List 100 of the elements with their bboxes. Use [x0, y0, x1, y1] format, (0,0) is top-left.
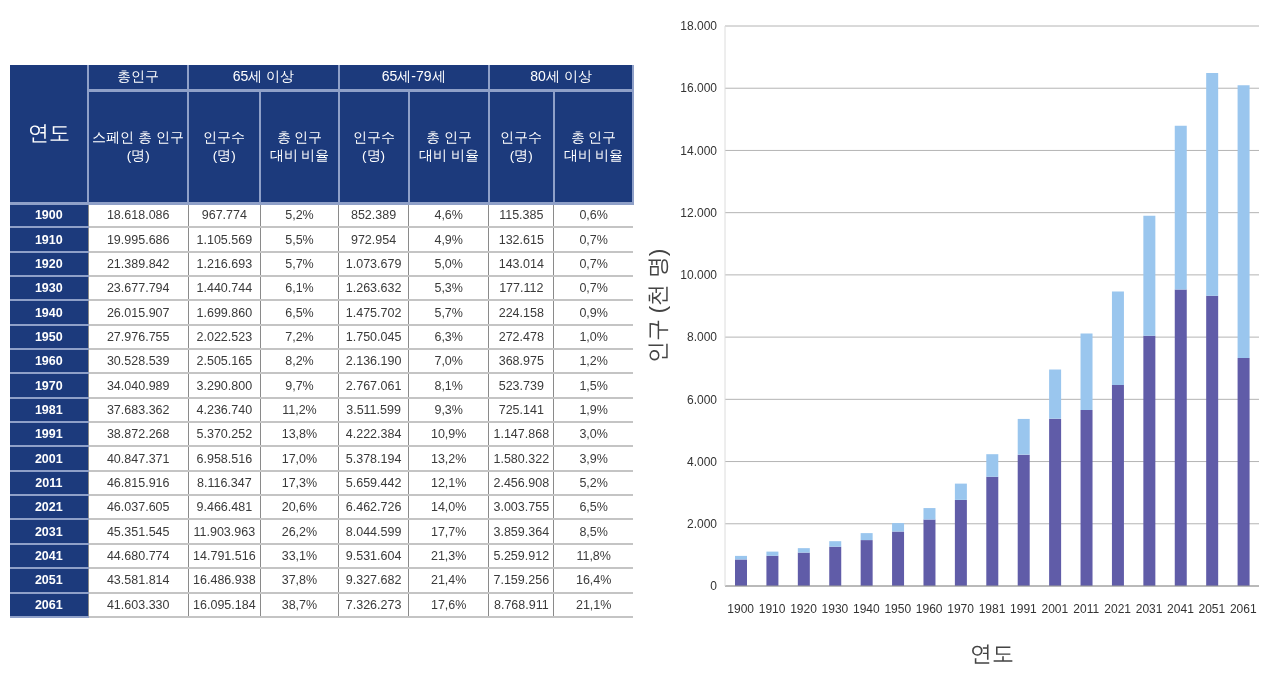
data-label: 2.505.165	[196, 354, 253, 369]
y-tick-label: 1991	[34, 427, 63, 442]
data-label: 23.677.794	[106, 281, 170, 296]
data-label: 41.603.330	[106, 597, 170, 612]
data-label: 143.014	[498, 256, 544, 271]
data-label: 2.767.061	[345, 378, 402, 393]
data-label: 1.475.702	[345, 305, 402, 320]
data-label: 972.954	[350, 232, 397, 247]
x-tick-label: 2011	[1073, 601, 1100, 616]
y-tick-label: 1910	[34, 232, 63, 247]
y-tick-label: 2041	[34, 548, 63, 563]
data-label: 14.791.516	[193, 548, 256, 563]
data-label: 33,1%	[281, 548, 318, 563]
data-label: 8,5%	[579, 524, 608, 539]
data-label: 3.003.755	[493, 500, 550, 515]
x-tick-label: 인구수 (명)	[203, 129, 246, 163]
data-label: 21,4%	[430, 573, 467, 588]
data-label: 19.995.686	[106, 232, 170, 247]
data-label: 4.222.384	[345, 427, 402, 442]
data-label: 967.774	[201, 208, 247, 223]
data-label: 46.815.916	[106, 475, 170, 490]
x-tick-label: 1900	[727, 601, 755, 616]
y-tick-label: 1920	[34, 256, 63, 271]
data-label: 21,1%	[575, 597, 612, 612]
data-label: 40.847.371	[106, 451, 170, 466]
data-label: 6,5%	[285, 305, 314, 320]
data-label: 16.095.184	[193, 597, 256, 612]
data-label: 5.378.194	[345, 451, 402, 466]
data-label: 3.290.800	[196, 378, 253, 393]
data-label: 5,2%	[285, 208, 314, 223]
data-label: 1.699.860	[196, 305, 253, 320]
data-label: 1.105.569	[196, 232, 253, 247]
data-label: 5.259.912	[493, 548, 550, 563]
y-tick-label: 2031	[34, 524, 63, 539]
data-label: 11.903.963	[193, 524, 256, 539]
data-label: 0,7%	[579, 281, 608, 296]
y-tick-label: 2051	[34, 573, 63, 588]
data-label: 1,9%	[579, 402, 608, 417]
data-label: 1.750.045	[345, 329, 402, 344]
data-label: 1,2%	[579, 354, 608, 369]
x-tick-label: 총 인구 대비 비율	[418, 129, 479, 163]
data-label: 2.022.523	[196, 329, 253, 344]
y-axis-title: 연도	[27, 121, 70, 145]
data-label: 7.159.256	[493, 573, 550, 588]
x-tick-label: 1960	[915, 601, 943, 616]
data-label: 8,2%	[285, 354, 314, 369]
x-tick-label: 2001	[1041, 601, 1069, 616]
data-label: 7,0%	[434, 354, 463, 369]
data-label: 21.389.842	[106, 256, 170, 271]
data-label: 2.136.190	[345, 354, 402, 369]
data-label: 224.158	[498, 305, 544, 320]
data-label: 9.531.604	[345, 548, 402, 563]
y-tick-label: 1981	[34, 402, 63, 417]
data-label: 18.618.086	[106, 208, 170, 223]
y-tick-label: 18.000	[680, 19, 718, 34]
data-label: 10,9%	[430, 427, 467, 442]
data-label: 4,6%	[434, 208, 463, 223]
data-label: 6.958.516	[196, 451, 253, 466]
data-label: 26.015.907	[106, 305, 170, 320]
data-label: 11,2%	[282, 402, 317, 417]
y-tick-label: 1940	[34, 305, 63, 320]
data-label: 13,2%	[430, 451, 467, 466]
data-label: 725.141	[498, 402, 544, 417]
y-tick-label: 2011	[35, 475, 63, 490]
data-label: 9.466.481	[196, 500, 253, 515]
data-label: 0,7%	[579, 256, 608, 271]
y-tick-label: 6.000	[686, 392, 718, 407]
data-label: 3,0%	[579, 427, 608, 442]
data-label: 43.581.814	[106, 573, 170, 588]
data-label: 0,9%	[579, 305, 608, 320]
text: 총인구	[117, 67, 160, 84]
data-label: 46.037.605	[106, 500, 170, 515]
data-label: 6,3%	[434, 329, 463, 344]
x-tick-label: 총 인구 대비 비율	[269, 129, 330, 163]
data-label: 9,7%	[285, 378, 314, 393]
data-label: 45.351.545	[106, 524, 170, 539]
data-label: 1.263.632	[345, 281, 402, 296]
data-label: 523.739	[498, 378, 544, 393]
data-label: 6.462.726	[345, 500, 402, 515]
data-label: 9,3%	[434, 402, 463, 417]
x-tick-label: 인구수 (명)	[500, 129, 543, 163]
x-tick-label: 총 인구 대비 비율	[563, 129, 624, 163]
data-label: 17,3%	[281, 475, 318, 490]
data-label: 4,9%	[434, 232, 463, 247]
data-label: 16.486.938	[193, 573, 256, 588]
y-tick-label: 1900	[34, 208, 63, 223]
data-label: 17,0%	[281, 451, 318, 466]
y-tick-label: 1950	[34, 329, 63, 344]
y-tick-label: 1930	[34, 281, 63, 296]
data-label: 1.580.322	[493, 451, 550, 466]
y-tick-label: 16.000	[680, 81, 718, 96]
text: 80세 이상	[530, 67, 592, 84]
x-tick-label: 2041	[1167, 601, 1195, 616]
y-tick-label: 1970	[34, 378, 63, 393]
data-label: 8.768.911	[493, 597, 549, 612]
data-label: 1,5%	[579, 378, 608, 393]
x-tick-label: 스페인 총 인구 (명)	[92, 129, 184, 163]
data-label: 3,9%	[579, 451, 608, 466]
data-label: 3.511.599	[346, 402, 401, 417]
data-label: 26,2%	[281, 524, 318, 539]
